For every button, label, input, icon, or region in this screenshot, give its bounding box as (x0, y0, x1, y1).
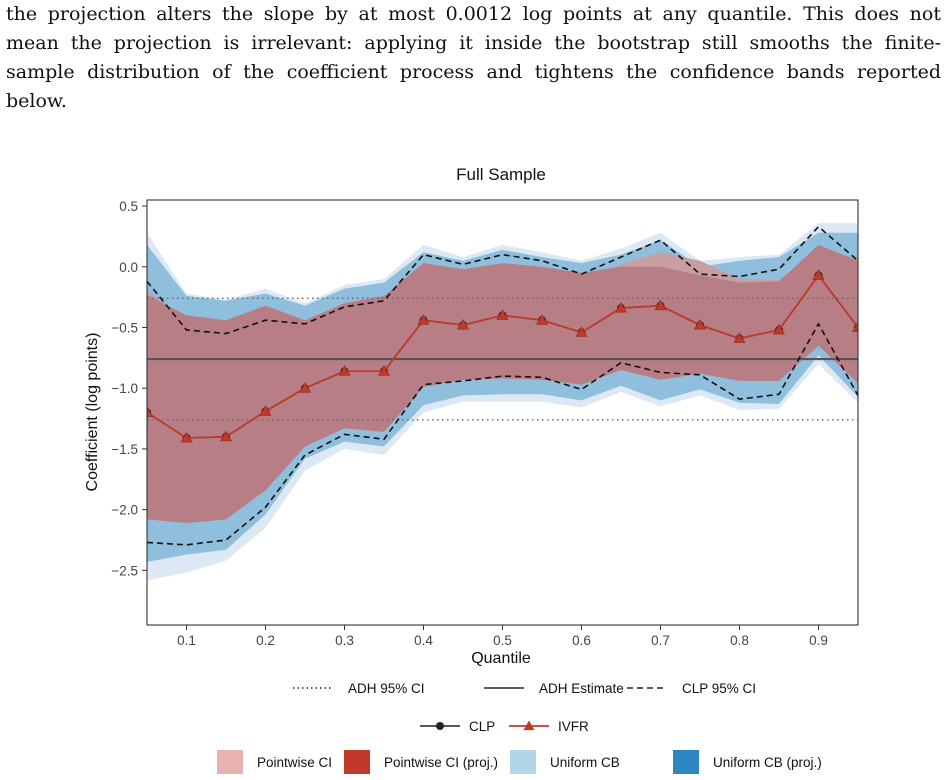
x-tick-label: 0.7 (651, 633, 670, 648)
legend-key-marker (436, 722, 444, 730)
x-tick-label: 0.6 (572, 633, 591, 648)
y-tick-label: 0.0 (119, 260, 138, 275)
body-paragraph: the projection alters the slope by at mo… (6, 0, 941, 116)
y-tick-label: −2.5 (111, 563, 138, 578)
legend-label: Pointwise CI (257, 755, 332, 770)
ivfr-point (733, 332, 746, 343)
y-tick-label: 0.5 (119, 199, 138, 214)
legend-swatch (217, 750, 243, 774)
legend: ADH 95% CI ADH Estimate CLP 95% CI CLP IVFR P… (217, 681, 822, 774)
y-axis-label: Coefficient (log points) (84, 333, 101, 492)
chart-title: Full Sample (456, 165, 546, 184)
ivfr-point (456, 318, 470, 330)
x-tick-label: 0.2 (256, 633, 275, 648)
legend-label: CLP (469, 719, 495, 734)
legend-label: CLP 95% CI (682, 681, 756, 696)
ivfr-point (575, 326, 588, 337)
ivfr-point (851, 321, 858, 332)
paragraph-line: sample distribution of the coefficient p… (6, 61, 941, 83)
y-tick-label: −2.0 (111, 503, 138, 518)
legend-label: IVFR (558, 719, 589, 734)
clp-ci-upper-line (147, 225, 858, 335)
plot-content (147, 223, 858, 581)
ivfr-point (259, 405, 272, 416)
ivfr-point (180, 431, 193, 443)
legend-label: ADH 95% CI (348, 681, 425, 696)
y-tick-label: −1.0 (111, 381, 138, 396)
ivfr-point (812, 269, 825, 280)
legend-label: Pointwise CI (proj.) (384, 755, 498, 770)
quantile-coefficient-figure: Full Sample 0.50.0−0.5−1.0−1.5−2.0−2.50.… (84, 165, 859, 774)
paragraph-line: the projection alters the slope by at mo… (6, 3, 941, 25)
plot-area: 0.5 0.0 −0.5 −1.0 −1.5 −2.0 −2.5 0.1 0.2 0.3 0.4 0.… (111, 199, 859, 648)
ivfr-point (614, 301, 628, 313)
x-tick-label: 0.1 (177, 633, 196, 648)
x-tick-label: 0.5 (493, 633, 512, 648)
x-tick-label: 0.9 (809, 633, 828, 648)
clp-ci-lower-line (147, 322, 858, 546)
ivfr-point (496, 309, 509, 320)
ivfr-point (654, 299, 667, 311)
ivfr-point (772, 323, 786, 335)
legend-key-marker (523, 720, 535, 731)
legend-label: ADH Estimate (539, 681, 624, 696)
ivfr-point (377, 365, 391, 376)
legend-label: Uniform CB (proj.) (713, 755, 822, 770)
y-tick-label: −0.5 (111, 321, 138, 336)
ivfr-point (219, 430, 233, 442)
ivfr-point (693, 318, 707, 330)
ivfr-point (338, 365, 351, 376)
ivfr-point (417, 314, 430, 325)
ivfr-point (147, 406, 154, 417)
ivfr-point (298, 382, 312, 393)
paragraph-line: mean the projection is irrelevant: apply… (6, 32, 941, 54)
x-tick-label: 0.3 (335, 633, 354, 648)
legend-label: Uniform CB (550, 755, 620, 770)
x-axis-label: Quantile (471, 650, 531, 667)
legend-swatch (344, 750, 370, 774)
legend-swatch (510, 750, 536, 774)
paragraph-line: below. (6, 90, 67, 112)
x-tick-label: 0.8 (730, 633, 749, 648)
x-tick-label: 0.4 (414, 633, 433, 648)
legend-swatch (673, 750, 699, 774)
y-tick-label: −1.5 (111, 442, 138, 457)
ivfr-point (535, 314, 549, 325)
